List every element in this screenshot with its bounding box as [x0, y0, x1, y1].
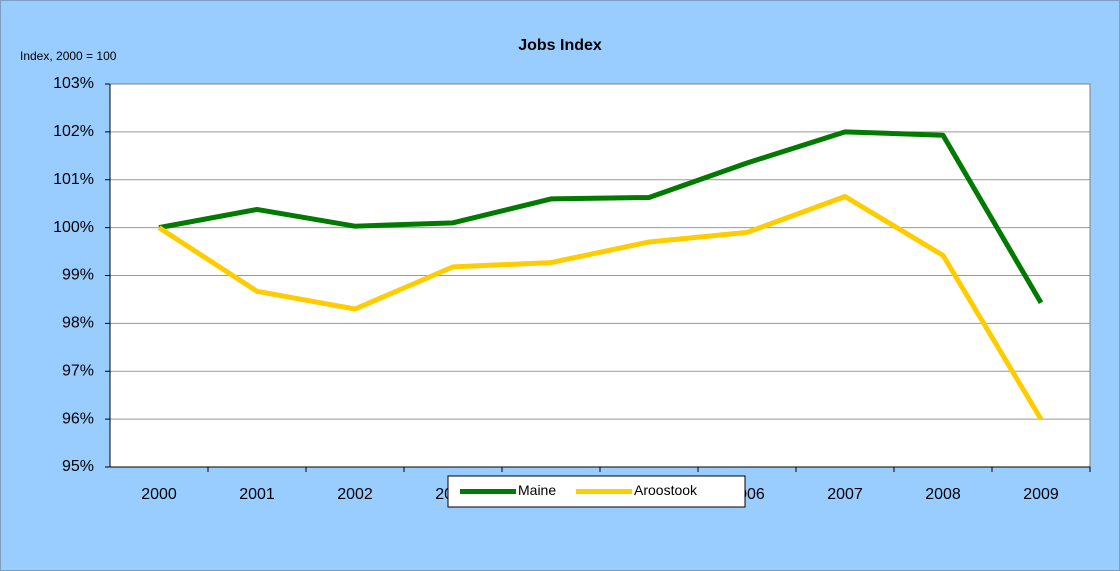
legend-label: Maine: [518, 482, 556, 498]
legend-label: Aroostook: [634, 482, 698, 498]
x-tick-label: 2007: [827, 486, 863, 503]
y-tick-label: 100%: [53, 219, 94, 236]
y-tick-label: 102%: [53, 123, 94, 140]
y-tick-label: 99%: [62, 267, 94, 284]
line-series: [157, 194, 1044, 421]
x-tick-label: 2000: [141, 486, 177, 503]
y-tick-label: 97%: [62, 362, 94, 379]
chart-title: Jobs Index: [518, 37, 602, 54]
x-tick-label: 2008: [925, 486, 961, 503]
y-axis-label: Index, 2000 = 100: [20, 49, 117, 63]
y-tick-label: 101%: [53, 171, 94, 188]
y-tick-label: 103%: [53, 75, 94, 92]
x-tick-label: 2002: [337, 486, 373, 503]
x-tick-label: 2009: [1023, 486, 1059, 503]
y-tick-label: 98%: [62, 315, 94, 332]
x-tick-label: 2001: [239, 486, 275, 503]
y-tick-label: 95%: [62, 458, 94, 475]
y-tick-label: 96%: [62, 410, 94, 427]
line-series: [158, 129, 1044, 305]
